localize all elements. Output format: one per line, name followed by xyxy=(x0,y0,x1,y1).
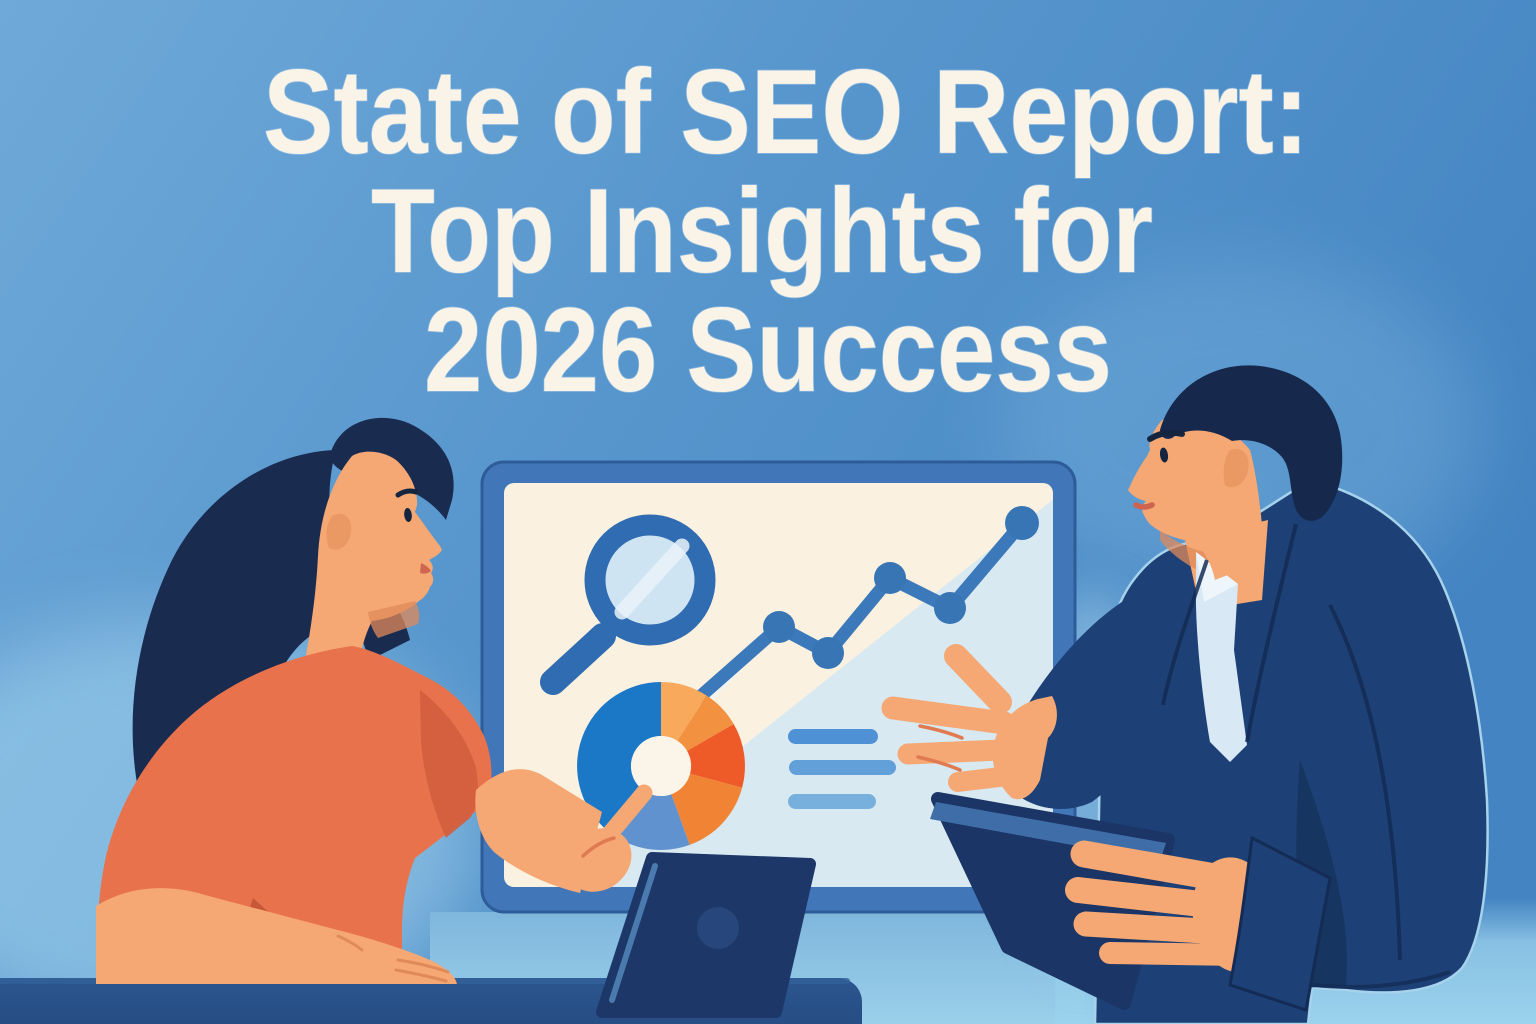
woman-eyebrow xyxy=(395,488,419,498)
man-hand-crease xyxy=(918,724,964,740)
title-line-3: 2026 Success xyxy=(424,283,1112,417)
magnifier-handle xyxy=(540,623,616,695)
laptop xyxy=(596,852,816,1018)
woman-hand xyxy=(564,828,632,892)
man-hair xyxy=(1160,365,1343,521)
line-chart-icon xyxy=(687,506,1039,709)
man-suit xyxy=(1093,478,1489,1024)
man-lapel-right xyxy=(1245,523,1298,743)
woman-hand-crease xyxy=(581,836,616,858)
title-line-1: State of SEO Report: xyxy=(263,45,1309,179)
title-line-2: Top Insights for xyxy=(371,164,1153,298)
man-lapel-left xyxy=(1161,559,1209,706)
line-chart-dot xyxy=(763,611,795,643)
man-ear xyxy=(1223,448,1249,488)
man-index-finger xyxy=(881,696,1016,735)
donut-slice xyxy=(619,792,690,850)
man-arm-seam xyxy=(1328,604,1402,961)
woman-eye xyxy=(404,508,412,522)
hero-title: State of SEO Report: Top Insights for 20… xyxy=(262,44,1310,418)
donut-chart-icon xyxy=(577,682,745,850)
line-chart-dot xyxy=(934,592,966,624)
line-chart-dot xyxy=(812,637,844,669)
man-figure xyxy=(881,365,1489,1024)
donut-slice xyxy=(677,695,734,751)
man-eyebrow xyxy=(1147,429,1185,442)
line-chart-dot xyxy=(1005,506,1039,540)
woman-resting-arm xyxy=(96,888,457,984)
text-bar xyxy=(788,794,876,809)
man-eye xyxy=(1159,447,1169,463)
laptop-logo xyxy=(697,907,739,949)
woman-finger-line xyxy=(396,958,450,974)
donut-slice xyxy=(661,682,707,741)
line-chart-dot xyxy=(874,562,906,594)
text-bar xyxy=(789,760,896,775)
line-chart-path xyxy=(687,516,1029,709)
man-shirt xyxy=(1195,552,1247,762)
woman-shirt-sleeve-shadow xyxy=(420,690,478,838)
woman-index-finger xyxy=(589,784,653,857)
man-middle-finger xyxy=(897,739,1013,765)
man-thumb xyxy=(944,644,1012,714)
woman-neck-shadow xyxy=(368,601,420,638)
woman-finger-line xyxy=(394,968,448,983)
woman-figure xyxy=(96,417,653,984)
woman-ear xyxy=(326,513,352,550)
man-mouth xyxy=(1133,502,1155,510)
donut-slice xyxy=(687,724,745,788)
donut-slice xyxy=(671,773,743,845)
text-lines-icon xyxy=(788,729,896,809)
woman-wrist-line xyxy=(336,934,364,952)
man-curled-finger xyxy=(948,767,1010,792)
laptop-lid-rim xyxy=(609,863,658,1003)
text-bar xyxy=(788,729,878,744)
magnifier-reflection xyxy=(614,538,690,620)
magnifier-icon xyxy=(540,514,716,695)
man-cuff-sleeve xyxy=(1228,835,1332,1012)
man-arm-underline xyxy=(1311,970,1451,989)
donut-hole xyxy=(631,736,691,796)
man-hand-crease xyxy=(916,755,962,772)
woman-lips xyxy=(420,563,431,574)
